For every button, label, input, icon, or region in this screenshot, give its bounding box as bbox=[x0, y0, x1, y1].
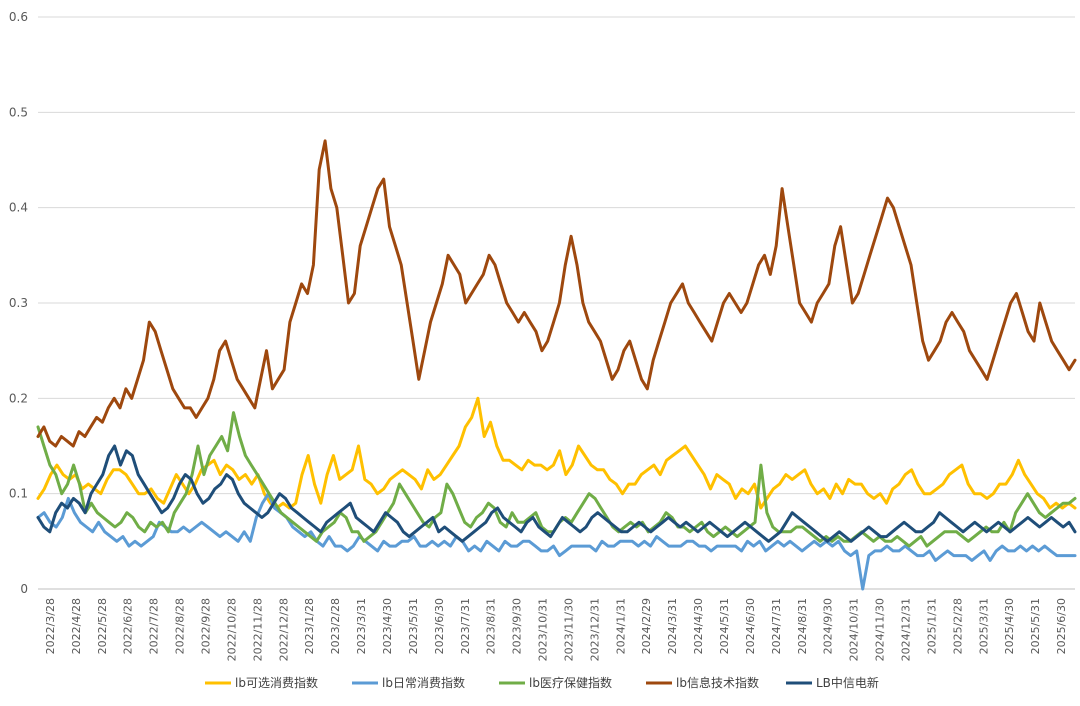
x-tick-label: 2023/5/31 bbox=[407, 598, 420, 654]
x-tick-label: 2022/9/28 bbox=[200, 598, 213, 654]
x-tick-label: 2024/5/31 bbox=[718, 598, 731, 654]
y-tick-label: 0.6 bbox=[9, 10, 28, 24]
x-tick-label: 2024/9/30 bbox=[822, 598, 835, 654]
legend: lb可选消费指数 lb日常消费指数 lb医疗保健指数 lb信息技术指数 LB中信电新 bbox=[205, 675, 879, 690]
x-axis-ticks: 2022/3/28 2022/4/28 2022/5/28 2022/6/28 2022… bbox=[44, 598, 1068, 661]
legend-label: lb医疗保健指数 bbox=[529, 675, 612, 690]
x-tick-label: 2024/8/31 bbox=[796, 598, 809, 654]
x-tick-label: 2024/2/29 bbox=[640, 598, 653, 654]
x-tick-label: 2023/10/31 bbox=[537, 598, 550, 661]
x-tick-label: 2024/11/30 bbox=[874, 598, 887, 661]
x-tick-label: 2023/11/30 bbox=[562, 598, 575, 661]
x-tick-label: 2023/12/31 bbox=[588, 598, 601, 661]
x-tick-label: 2022/6/28 bbox=[122, 598, 135, 654]
x-tick-label: 2023/7/31 bbox=[459, 598, 472, 654]
x-tick-label: 2023/1/28 bbox=[303, 598, 316, 654]
x-tick-label: 2022/11/28 bbox=[251, 598, 264, 661]
x-tick-label: 2022/4/28 bbox=[70, 598, 83, 654]
x-tick-label: 2024/12/31 bbox=[899, 598, 912, 661]
y-tick-label: 0.1 bbox=[9, 487, 28, 501]
x-tick-label: 2022/7/28 bbox=[148, 598, 161, 654]
x-tick-label: 2024/1/31 bbox=[614, 598, 627, 654]
x-tick-label: 2024/3/31 bbox=[666, 598, 679, 654]
grid-lines bbox=[38, 16, 1075, 495]
legend-label: LB中信电新 bbox=[816, 675, 879, 690]
x-tick-label: 2023/2/28 bbox=[329, 598, 342, 654]
x-tick-label: 2023/6/30 bbox=[433, 598, 446, 654]
series-line-1 bbox=[36, 492, 1077, 591]
x-tick-label: 2025/6/30 bbox=[1055, 598, 1068, 654]
x-tick-label: 2022/3/28 bbox=[44, 598, 57, 654]
y-tick-label: 0.5 bbox=[9, 105, 28, 119]
y-axis-ticks: 0 0.1 0.2 0.3 0.4 0.5 0.6 bbox=[9, 10, 28, 596]
series-lines bbox=[36, 139, 1077, 591]
x-tick-label: 2024/6/30 bbox=[744, 598, 757, 654]
legend-label: lb信息技术指数 bbox=[676, 675, 759, 690]
y-tick-label: 0.2 bbox=[9, 391, 28, 405]
x-tick-label: 2025/5/31 bbox=[1029, 598, 1042, 654]
x-tick-label: 2023/8/31 bbox=[485, 598, 498, 654]
series-line-3 bbox=[36, 139, 1077, 448]
x-tick-label: 2023/4/30 bbox=[381, 598, 394, 654]
x-tick-label: 2025/2/28 bbox=[951, 598, 964, 654]
series-line-4 bbox=[36, 444, 1077, 543]
x-tick-label: 2024/10/31 bbox=[848, 598, 861, 661]
x-tick-label: 2024/7/31 bbox=[770, 598, 783, 654]
x-tick-label: 2022/10/28 bbox=[225, 598, 238, 661]
y-tick-label: 0.3 bbox=[9, 296, 28, 310]
y-tick-label: 0 bbox=[20, 582, 28, 596]
x-tick-label: 2025/4/30 bbox=[1003, 598, 1016, 654]
legend-label: lb可选消费指数 bbox=[235, 675, 318, 690]
legend-label: lb日常消费指数 bbox=[382, 675, 465, 690]
x-tick-label: 2023/9/30 bbox=[511, 598, 524, 654]
series-line-0 bbox=[36, 396, 1077, 510]
x-tick-label: 2024/4/30 bbox=[692, 598, 705, 654]
x-tick-label: 2022/8/28 bbox=[174, 598, 187, 654]
x-tick-label: 2025/1/31 bbox=[925, 598, 938, 654]
x-tick-label: 2022/12/28 bbox=[277, 598, 290, 661]
x-tick-label: 2025/3/31 bbox=[977, 598, 990, 654]
x-tick-label: 2023/3/31 bbox=[355, 598, 368, 654]
y-tick-label: 0.4 bbox=[9, 201, 28, 215]
x-tick-label: 2022/5/28 bbox=[96, 598, 109, 654]
